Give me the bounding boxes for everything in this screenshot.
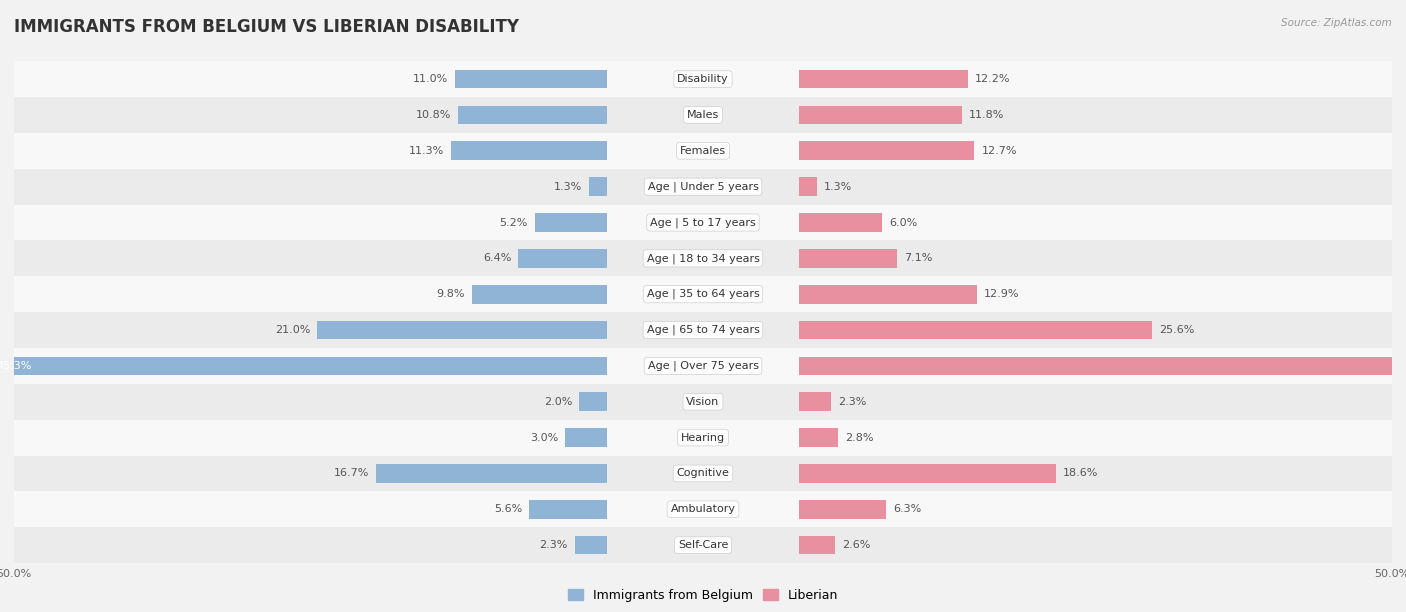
Text: Disability: Disability [678,74,728,84]
Bar [589,177,606,196]
Text: 2.6%: 2.6% [842,540,870,550]
Text: 6.4%: 6.4% [484,253,512,263]
Bar [14,276,1392,312]
Bar [800,106,962,124]
Text: 10.8%: 10.8% [415,110,451,120]
Text: Source: ZipAtlas.com: Source: ZipAtlas.com [1281,18,1392,28]
Text: 11.0%: 11.0% [413,74,449,84]
Bar [377,464,606,483]
Text: 25.6%: 25.6% [1159,325,1195,335]
Bar [14,97,1392,133]
Text: 5.2%: 5.2% [499,217,529,228]
Text: Age | 5 to 17 years: Age | 5 to 17 years [650,217,756,228]
Bar [14,312,1392,348]
Text: 1.3%: 1.3% [554,182,582,192]
Text: 2.8%: 2.8% [845,433,873,442]
Text: Age | Over 75 years: Age | Over 75 years [648,360,758,371]
Bar [14,420,1392,455]
Bar [800,70,967,89]
Text: 7.1%: 7.1% [904,253,932,263]
Bar [800,321,1152,340]
Text: Age | 18 to 34 years: Age | 18 to 34 years [647,253,759,264]
Bar [575,536,606,554]
Bar [14,384,1392,420]
Bar [14,241,1392,276]
Bar [579,392,606,411]
Bar [800,500,886,518]
Text: Ambulatory: Ambulatory [671,504,735,514]
Text: 1.3%: 1.3% [824,182,852,192]
Text: Hearing: Hearing [681,433,725,442]
Bar [800,357,1406,375]
Bar [14,204,1392,241]
Bar [800,464,1056,483]
Bar [458,106,606,124]
Legend: Immigrants from Belgium, Liberian: Immigrants from Belgium, Liberian [562,584,844,607]
Bar [451,141,606,160]
Text: IMMIGRANTS FROM BELGIUM VS LIBERIAN DISABILITY: IMMIGRANTS FROM BELGIUM VS LIBERIAN DISA… [14,18,519,36]
Text: Age | 65 to 74 years: Age | 65 to 74 years [647,325,759,335]
Bar [800,213,882,232]
Bar [534,213,606,232]
Bar [14,61,1392,97]
Bar [456,70,606,89]
Text: 2.3%: 2.3% [838,397,866,407]
Bar [530,500,606,518]
Text: Self-Care: Self-Care [678,540,728,550]
Bar [800,428,838,447]
Text: Age | Under 5 years: Age | Under 5 years [648,181,758,192]
Bar [14,491,1392,527]
Bar [800,249,897,267]
Text: 6.3%: 6.3% [893,504,921,514]
Text: 11.8%: 11.8% [969,110,1004,120]
Text: Vision: Vision [686,397,720,407]
Text: 21.0%: 21.0% [276,325,311,335]
Bar [471,285,606,304]
Text: 12.9%: 12.9% [984,289,1019,299]
Text: Males: Males [688,110,718,120]
Text: 2.3%: 2.3% [540,540,568,550]
Bar [14,348,1392,384]
Bar [14,527,1392,563]
Text: 9.8%: 9.8% [436,289,464,299]
Text: 12.2%: 12.2% [974,74,1010,84]
Bar [800,177,817,196]
Text: Age | 35 to 64 years: Age | 35 to 64 years [647,289,759,299]
Text: 2.0%: 2.0% [544,397,572,407]
Bar [14,133,1392,169]
Text: 45.3%: 45.3% [0,361,31,371]
Text: 5.6%: 5.6% [495,504,523,514]
Bar [0,357,606,375]
Text: Cognitive: Cognitive [676,468,730,479]
Bar [318,321,606,340]
Text: 12.7%: 12.7% [981,146,1017,156]
Text: 3.0%: 3.0% [530,433,558,442]
Bar [800,285,977,304]
Bar [519,249,606,267]
Text: 6.0%: 6.0% [889,217,917,228]
Text: 11.3%: 11.3% [409,146,444,156]
Bar [14,169,1392,204]
Text: Females: Females [681,146,725,156]
Bar [800,141,974,160]
Text: 18.6%: 18.6% [1063,468,1098,479]
Text: 16.7%: 16.7% [335,468,370,479]
Bar [800,392,831,411]
Bar [14,455,1392,491]
Bar [800,536,835,554]
Bar [565,428,606,447]
